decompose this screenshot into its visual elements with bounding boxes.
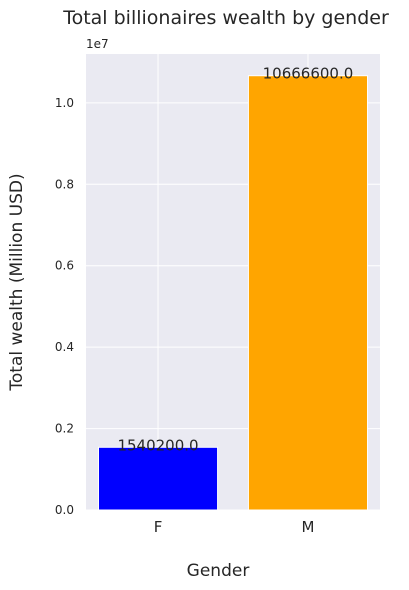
chart-title: Total billionaires wealth by gender	[62, 7, 389, 29]
y-axis-label: Total wealth (Million USD)	[7, 173, 27, 391]
y-tick-label: 0.4	[55, 340, 74, 354]
bar-m	[247, 75, 369, 511]
bars	[97, 75, 369, 511]
y-tick-label: 1.0	[55, 96, 74, 110]
y-tick-label: 0.8	[55, 177, 74, 191]
y-tick-label: 0.0	[55, 503, 74, 517]
data-labels: 1540200.0 10666600.0	[117, 65, 353, 455]
y-axis-offset-label: 1e7	[86, 37, 109, 51]
data-label-f: 1540200.0	[117, 436, 198, 454]
y-tick-label: 0.2	[55, 422, 74, 436]
x-tick-label-m: M	[301, 518, 314, 536]
bar-f	[97, 446, 219, 511]
y-tick-label: 0.6	[55, 259, 74, 273]
data-label-m: 10666600.0	[263, 65, 354, 83]
y-axis-ticks: 0.0 0.2 0.4 0.6 0.8 1.0	[55, 96, 74, 517]
x-tick-label-f: F	[154, 518, 163, 536]
x-axis-label: Gender	[187, 561, 250, 581]
